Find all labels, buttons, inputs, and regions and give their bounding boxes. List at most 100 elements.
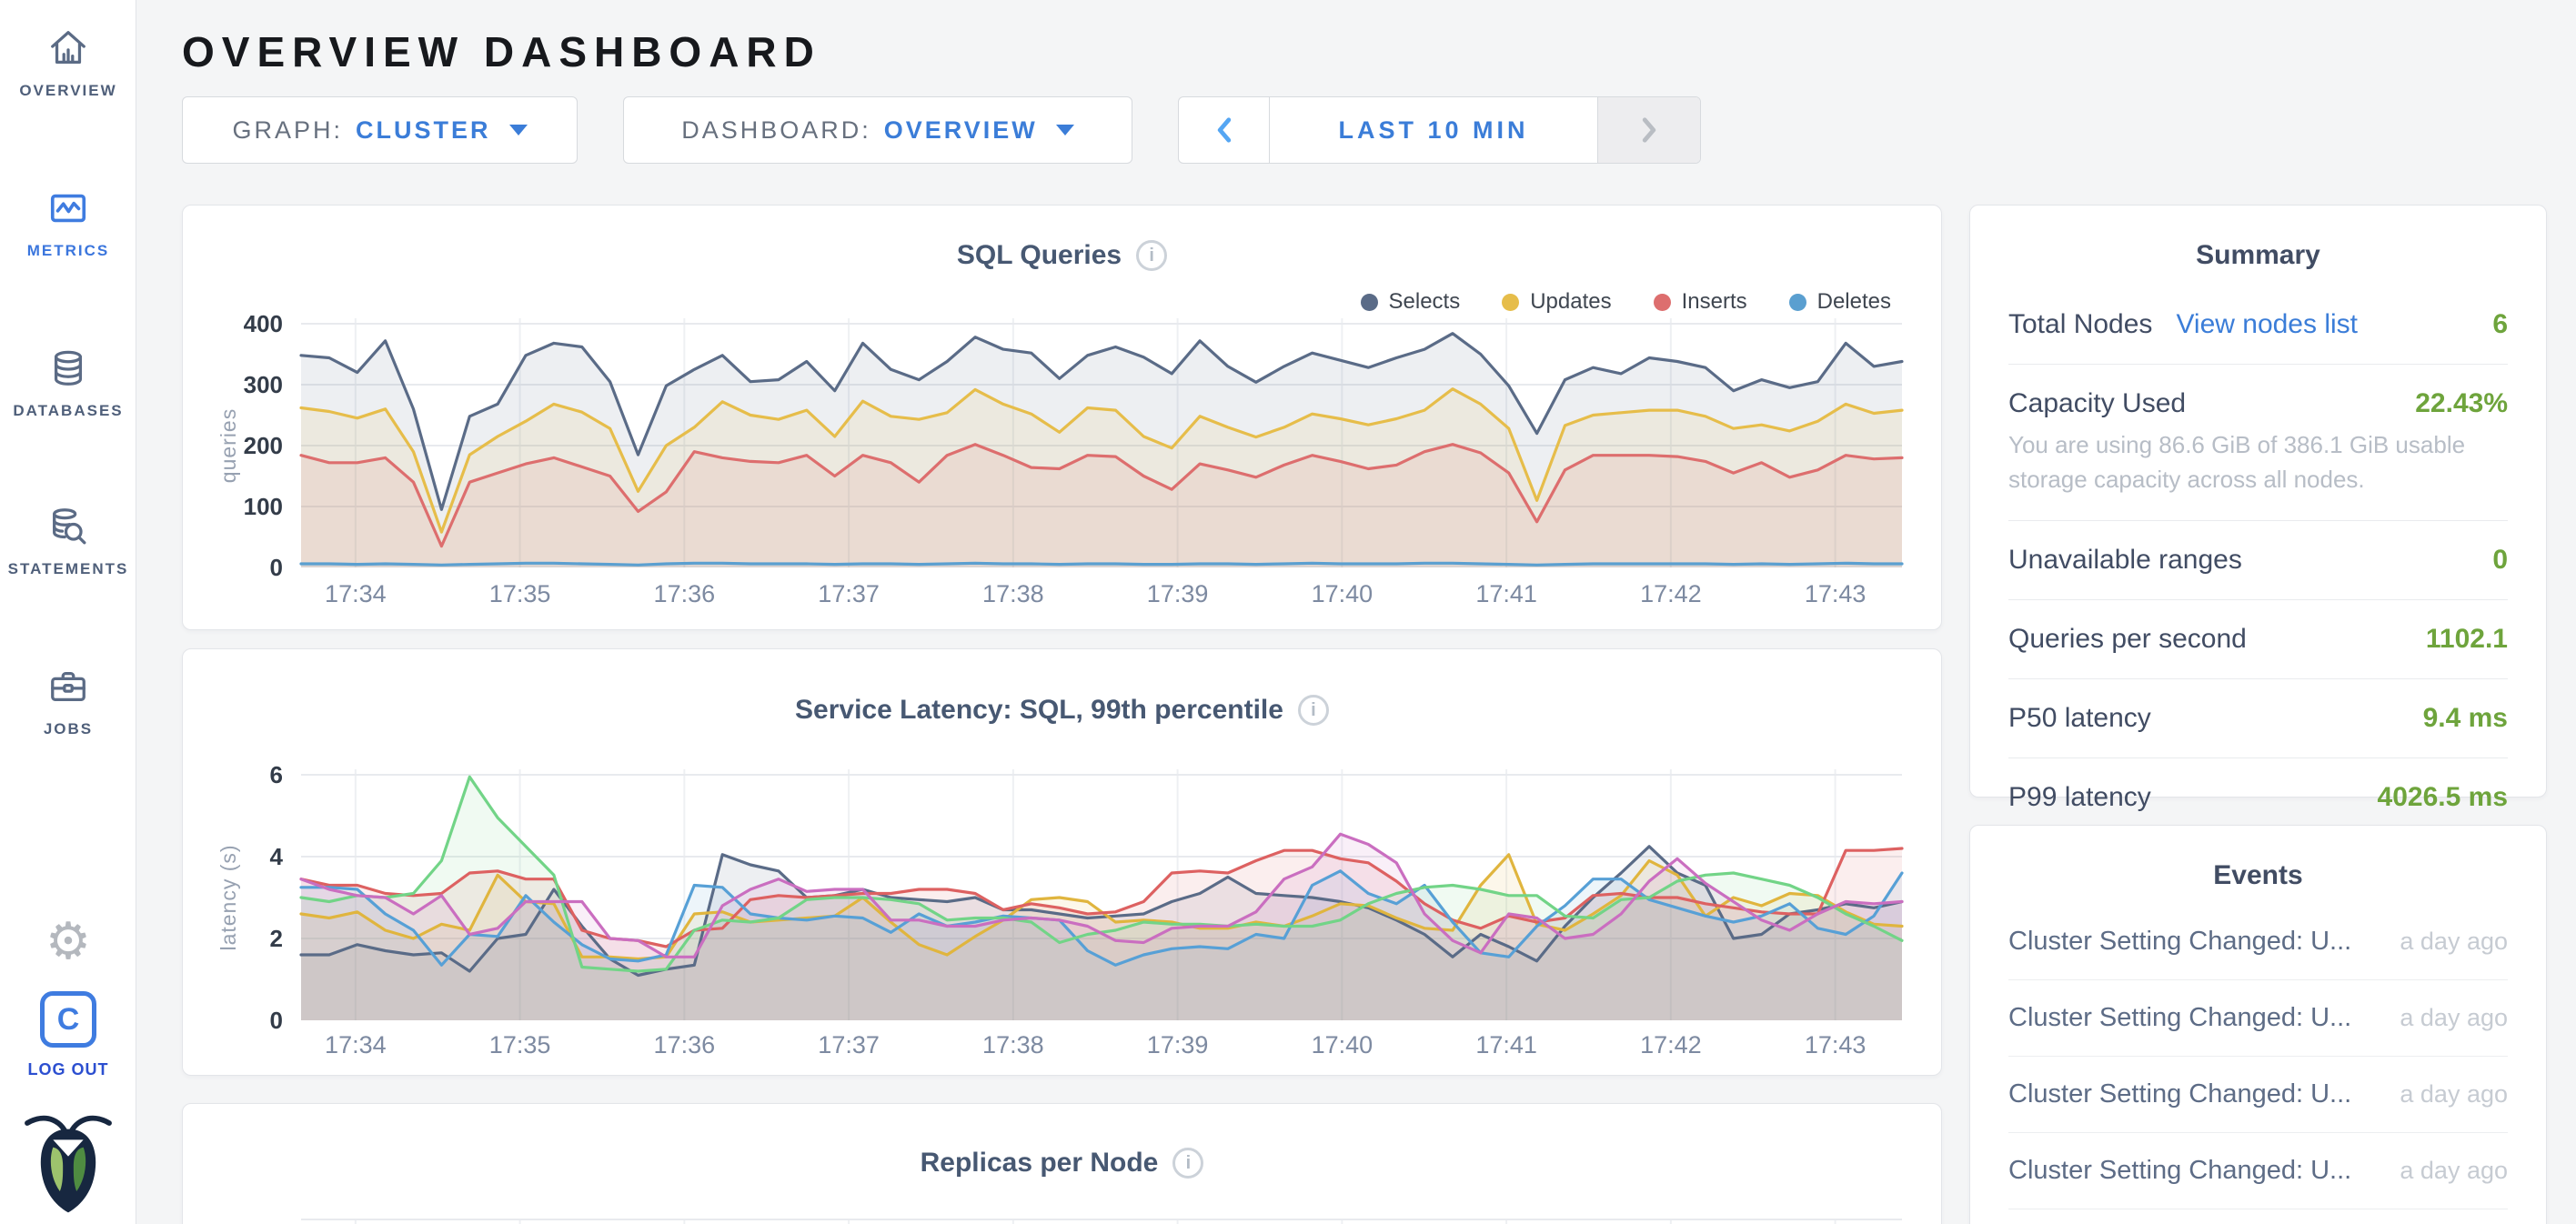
legend-dot-icon (1788, 293, 1806, 311)
replicas-per-node-chart-card: Replicas per Node i 1.6k (182, 1103, 1942, 1224)
svg-text:17:40: 17:40 (1312, 580, 1374, 607)
time-range-selector: LAST 10 MIN (1178, 96, 1701, 164)
sidebar-item-label: DATABASES (13, 402, 124, 419)
svg-text:4: 4 (270, 843, 284, 870)
svg-text:queries: queries (216, 408, 240, 483)
c-logo-icon: C (40, 991, 96, 1048)
p99-latency-label: P99 latency (2008, 782, 2151, 813)
svg-text:400: 400 (244, 313, 283, 337)
legend-label: Selects (1388, 289, 1461, 314)
svg-text:0: 0 (270, 554, 283, 581)
event-title: Cluster Setting Changed: U... (2008, 1156, 2352, 1185)
dashboard-dropdown[interactable]: DASHBOARD: OVERVIEW (623, 96, 1132, 164)
event-title: Cluster Setting Changed: U... (2008, 1079, 2352, 1109)
metrics-chart-icon (50, 194, 86, 223)
sidebar: OVERVIEW METRICS DATABASES STATEMENTS (0, 0, 136, 1224)
sidebar-item-metrics[interactable]: METRICS (0, 187, 136, 260)
brand-logo (0, 1100, 136, 1214)
legend-label: Inserts (1681, 289, 1747, 314)
capacity-label: Capacity Used (2008, 388, 2187, 418)
svg-text:17:35: 17:35 (489, 580, 551, 607)
svg-text:6: 6 (270, 761, 283, 788)
sidebar-item-overview[interactable]: OVERVIEW (0, 27, 136, 100)
qps-value: 1102.1 (2425, 624, 2508, 655)
page-title: OVERVIEW DASHBOARD (182, 28, 821, 75)
settings-button[interactable]: ⚙ (0, 917, 136, 968)
gear-icon: ⚙ (45, 912, 92, 971)
p50-latency-label: P50 latency (2008, 703, 2151, 734)
sidebar-item-label: JOBS (43, 720, 94, 737)
sidebar-item-statements[interactable]: STATEMENTS (0, 506, 136, 578)
svg-text:17:38: 17:38 (982, 580, 1044, 607)
p99-latency-value: 4026.5 ms (2377, 782, 2508, 813)
svg-text:300: 300 (244, 371, 283, 398)
event-time: a day ago (2400, 1157, 2508, 1184)
svg-text:2: 2 (270, 925, 283, 952)
chevron-down-icon (508, 125, 528, 135)
sidebar-item-label: STATEMENTS (7, 560, 129, 577)
sidebar-item-label: OVERVIEW (19, 82, 117, 99)
controls-bar: GRAPH: CLUSTER DASHBOARD: OVERVIEW LAST … (182, 96, 1701, 164)
events-title: Events (2213, 860, 2303, 890)
sidebar-item-databases[interactable]: DATABASES (0, 347, 136, 420)
info-icon[interactable]: i (1136, 240, 1168, 271)
dashboard-dropdown-label: DASHBOARD: (681, 115, 871, 144)
graph-dropdown-label: GRAPH: (232, 115, 344, 144)
legend-label: Deletes (1816, 289, 1891, 314)
event-row[interactable]: Cluster Setting Changed: U... a day ago (2008, 1133, 2508, 1209)
service-latency-chart-card: Service Latency: SQL, 99th percentile i … (182, 648, 1942, 1076)
svg-text:17:40: 17:40 (1312, 1031, 1374, 1058)
sidebar-item-label: METRICS (26, 242, 110, 259)
total-nodes-label: Total Nodes (2008, 309, 2153, 339)
event-row[interactable]: Cluster Setting Changed: U...a day ago (2008, 904, 2508, 980)
legend-dot-icon (1653, 293, 1671, 311)
event-time: a day ago (2400, 928, 2508, 955)
summary-row-p99: P99 latency 4026.5 ms (2008, 758, 2508, 837)
legend-item[interactable]: Updates (1502, 289, 1612, 315)
event-row[interactable]: Cluster Setting Changed: U...a day ago (2008, 1057, 2508, 1133)
svg-text:17:41: 17:41 (1475, 1031, 1537, 1058)
time-next-button[interactable] (1597, 97, 1700, 163)
legend-item[interactable]: Deletes (1788, 289, 1891, 315)
chevron-right-icon (1642, 117, 1656, 143)
legend-dot-icon (1502, 293, 1520, 311)
summary-row-p50: P50 latency 9.4 ms (2008, 679, 2508, 759)
capacity-note: You are using 86.6 GiB of 386.1 GiB usab… (2008, 431, 2466, 493)
time-range-value[interactable]: LAST 10 MIN (1338, 115, 1529, 144)
legend-dot-icon (1360, 293, 1378, 311)
unavailable-ranges-value: 0 (2492, 545, 2508, 576)
capacity-value: 22.43% (2415, 388, 2508, 418)
event-row[interactable]: Cluster Setting Changed: U...a day ago (2008, 1209, 2508, 1224)
event-title: Cluster Setting Changed: U... (2008, 1003, 2352, 1032)
svg-text:17:42: 17:42 (1640, 1031, 1702, 1058)
svg-text:17:37: 17:37 (818, 580, 880, 607)
graph-dropdown[interactable]: GRAPH: CLUSTER (182, 96, 578, 164)
svg-text:17:38: 17:38 (982, 1031, 1044, 1058)
event-row[interactable]: Cluster Setting Changed: U...a day ago (2008, 980, 2508, 1057)
svg-text:17:39: 17:39 (1147, 1031, 1209, 1058)
time-prev-button[interactable] (1179, 97, 1270, 163)
logout-button[interactable]: C LOG OUT (0, 991, 136, 1079)
briefcase-icon (51, 671, 86, 702)
dashboard-dropdown-value: OVERVIEW (883, 115, 1038, 144)
sql-queries-chart: 0 100 200 300 400 17:34 17:35 17:36 17:37 17:38 17… (216, 313, 1904, 607)
svg-text:17:35: 17:35 (489, 1031, 551, 1058)
info-icon[interactable]: i (1297, 695, 1329, 726)
legend-item[interactable]: Selects (1360, 289, 1461, 315)
sidebar-item-jobs[interactable]: JOBS (0, 666, 136, 738)
svg-text:17:36: 17:36 (654, 580, 716, 607)
summary-row-total-nodes: Total Nodes View nodes list 6 (2008, 286, 2508, 365)
svg-text:17:36: 17:36 (654, 1031, 716, 1058)
svg-text:17:43: 17:43 (1805, 580, 1867, 607)
summary-row-unavailable-ranges: Unavailable ranges 0 (2008, 521, 2508, 601)
total-nodes-value: 6 (2492, 309, 2508, 339)
chart-legend: Selects Updates Inserts Deletes (1360, 289, 1891, 315)
summary-title: Summary (2196, 240, 2320, 270)
unavailable-ranges-label: Unavailable ranges (2008, 545, 2242, 576)
chart-title: Replicas per Node (920, 1148, 1159, 1178)
events-panel: Events Cluster Setting Changed: U... a da… (1969, 825, 2547, 1224)
view-nodes-list-link[interactable]: View nodes list (2176, 309, 2358, 339)
legend-item[interactable]: Inserts (1653, 289, 1747, 315)
svg-text:17:34: 17:34 (325, 580, 387, 607)
info-icon[interactable]: i (1172, 1148, 1204, 1179)
